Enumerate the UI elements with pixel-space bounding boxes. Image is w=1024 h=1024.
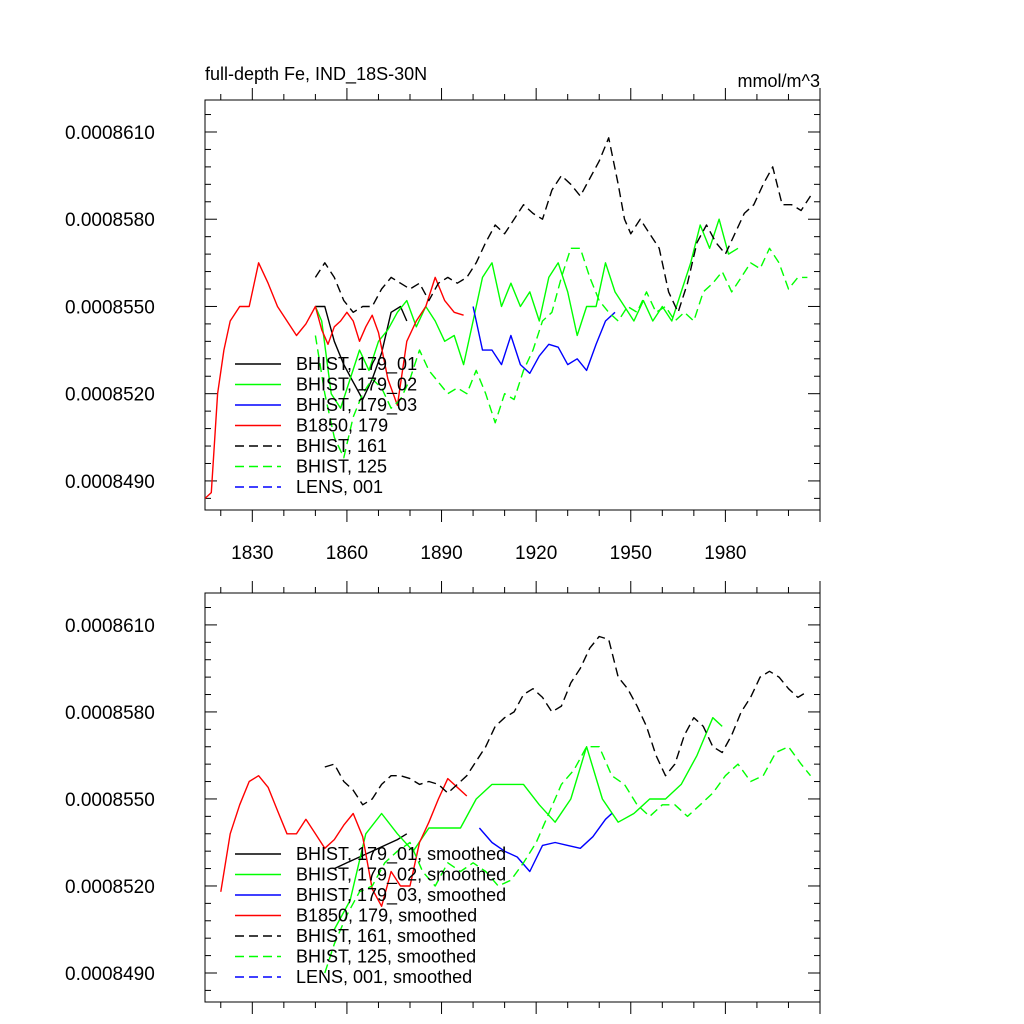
series-line-5 (314, 247, 808, 459)
chart-title: full-depth Fe, IND_18S-30N (205, 64, 427, 85)
legend-label: BHIST, 161, smoothed (296, 926, 476, 946)
units-label: mmol/m^3 (738, 71, 820, 91)
legend-label: BHIST, 161 (296, 436, 387, 456)
bottom-panel: 0.0008490 0.0008520 0.0008550 0.0008580 0.00… (65, 581, 821, 1014)
series-line-3 (220, 775, 468, 907)
series-line-5 (324, 746, 812, 974)
legend-label: BHIST, 125 (296, 457, 387, 477)
legend-label: B1850, 179 (296, 416, 388, 436)
legend-label: BHIST, 179_03 (296, 395, 417, 416)
x-tick-label: 1860 (326, 543, 368, 564)
legend-label: BHIST, 179_01, smoothed (296, 844, 506, 865)
legend-label: B1850, 179, smoothed (296, 906, 477, 926)
series-line-4 (314, 137, 812, 313)
y-tick-label: 0.0008580 (65, 703, 155, 724)
series-line-0 (315, 305, 408, 401)
x-tick-label: 1950 (610, 543, 652, 564)
legend-label: LENS, 001, smoothed (296, 967, 472, 987)
plot-frame (204, 99, 821, 511)
y-tick-label: 0.0008610 (65, 616, 155, 637)
series-line-4 (324, 635, 808, 806)
x-tick-label: 1830 (231, 543, 273, 564)
series-line-0 (334, 833, 408, 870)
y-tick-label: 0.0008550 (65, 790, 155, 811)
x-tick-label: 1890 (420, 543, 462, 564)
legend-label: BHIST, 179_01 (296, 354, 417, 375)
legend-label: LENS, 001 (296, 477, 383, 497)
legend-label: BHIST, 179_03, smoothed (296, 885, 506, 906)
series-line-2 (472, 306, 616, 374)
x-tick-label: 1920 (515, 543, 557, 564)
series-line-1 (314, 218, 739, 409)
legend-label: BHIST, 125, smoothed (296, 947, 476, 967)
y-tick-label: 0.0008610 (65, 123, 155, 144)
y-tick-label: 0.0008490 (65, 964, 155, 985)
x-tick-label: 1980 (704, 543, 746, 564)
y-tick-label: 0.0008580 (65, 210, 155, 231)
y-tick-label: 0.0008550 (65, 297, 155, 318)
y-tick-label: 0.0008490 (65, 472, 155, 493)
legend-label: BHIST, 179_02 (296, 375, 417, 396)
series-line-1 (333, 717, 723, 930)
series-line-3 (205, 262, 464, 499)
y-tick-label: 0.0008520 (65, 877, 155, 898)
plot-frame (204, 592, 821, 1003)
y-tick-label: 0.0008520 (65, 385, 155, 406)
top-panel: 0.0008490 0.0008520 0.0008550 0.0008580 0.00… (65, 64, 821, 564)
series-line-2 (478, 812, 613, 873)
legend-label: BHIST, 179_02, smoothed (296, 865, 506, 886)
